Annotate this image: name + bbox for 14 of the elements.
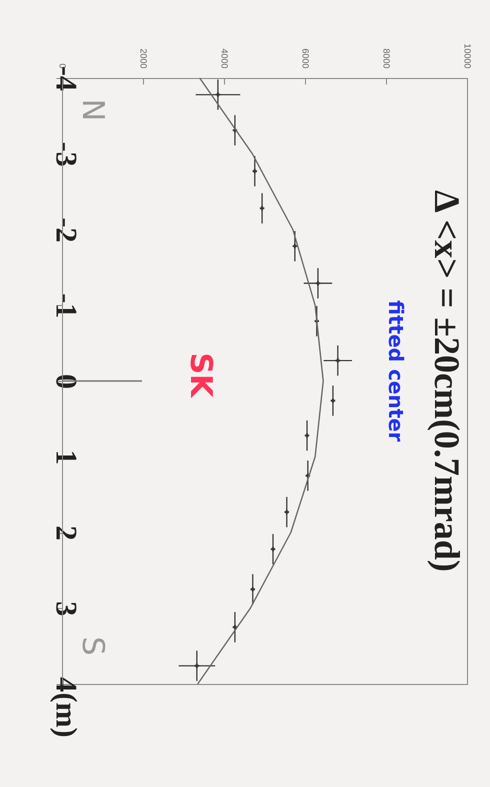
y-tick-label: 2: [50, 526, 82, 540]
y-tick-label: 1: [50, 450, 82, 465]
x-tick-label: 6000: [300, 48, 310, 68]
annotation: fitted center: [384, 300, 408, 442]
annotation: S: [75, 636, 110, 656]
x-tick-label: 10000: [462, 43, 472, 68]
y-axis-title: (m): [50, 692, 82, 738]
y-tick-label: 3: [50, 601, 82, 616]
annotation: SK: [183, 352, 218, 400]
x-tick-label: 2000: [138, 48, 148, 68]
annotation: N: [75, 98, 110, 122]
x-tick-label: 8000: [382, 48, 392, 68]
x-tick-label: 4000: [220, 48, 230, 68]
text: Δ <x> = ±20cm(0.7mrad): [427, 190, 467, 572]
